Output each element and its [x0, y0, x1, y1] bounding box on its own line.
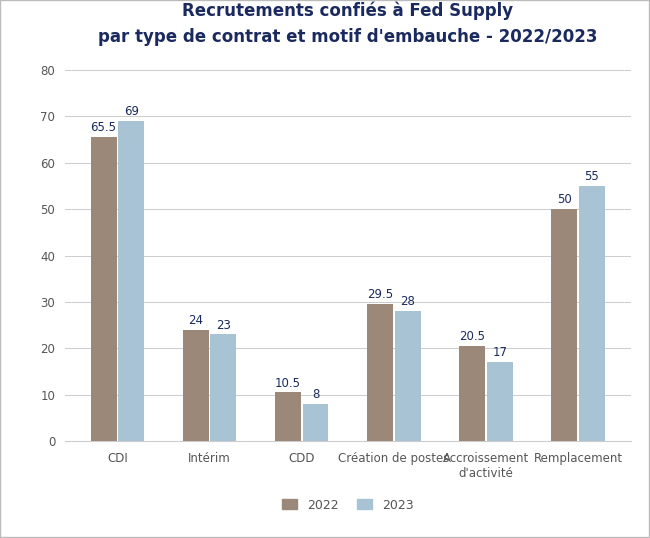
Bar [551, 209, 577, 441]
Text: 50: 50 [557, 193, 571, 207]
Bar [395, 311, 421, 441]
Text: 69: 69 [124, 105, 138, 118]
Text: 29.5: 29.5 [367, 288, 393, 301]
Text: 28: 28 [400, 295, 415, 308]
Bar [460, 346, 485, 441]
Bar [118, 121, 144, 441]
Text: 55: 55 [584, 170, 599, 183]
Bar [211, 335, 236, 441]
Text: 8: 8 [312, 388, 319, 401]
Text: 23: 23 [216, 318, 231, 331]
Bar [367, 305, 393, 441]
Bar [303, 404, 328, 441]
Title: Recrutements confiés à Fed Supply
par type de contrat et motif d'embauche - 2022: Recrutements confiés à Fed Supply par ty… [98, 1, 597, 46]
Text: 17: 17 [492, 346, 507, 359]
Bar [579, 186, 604, 441]
Bar [275, 392, 301, 441]
Text: 20.5: 20.5 [459, 330, 485, 343]
Text: 24: 24 [188, 314, 203, 327]
Bar [183, 330, 209, 441]
Bar [487, 362, 513, 441]
Text: 10.5: 10.5 [275, 377, 301, 390]
Bar [91, 137, 116, 441]
Text: 65.5: 65.5 [90, 122, 116, 134]
Legend: 2022, 2023: 2022, 2023 [277, 493, 419, 516]
